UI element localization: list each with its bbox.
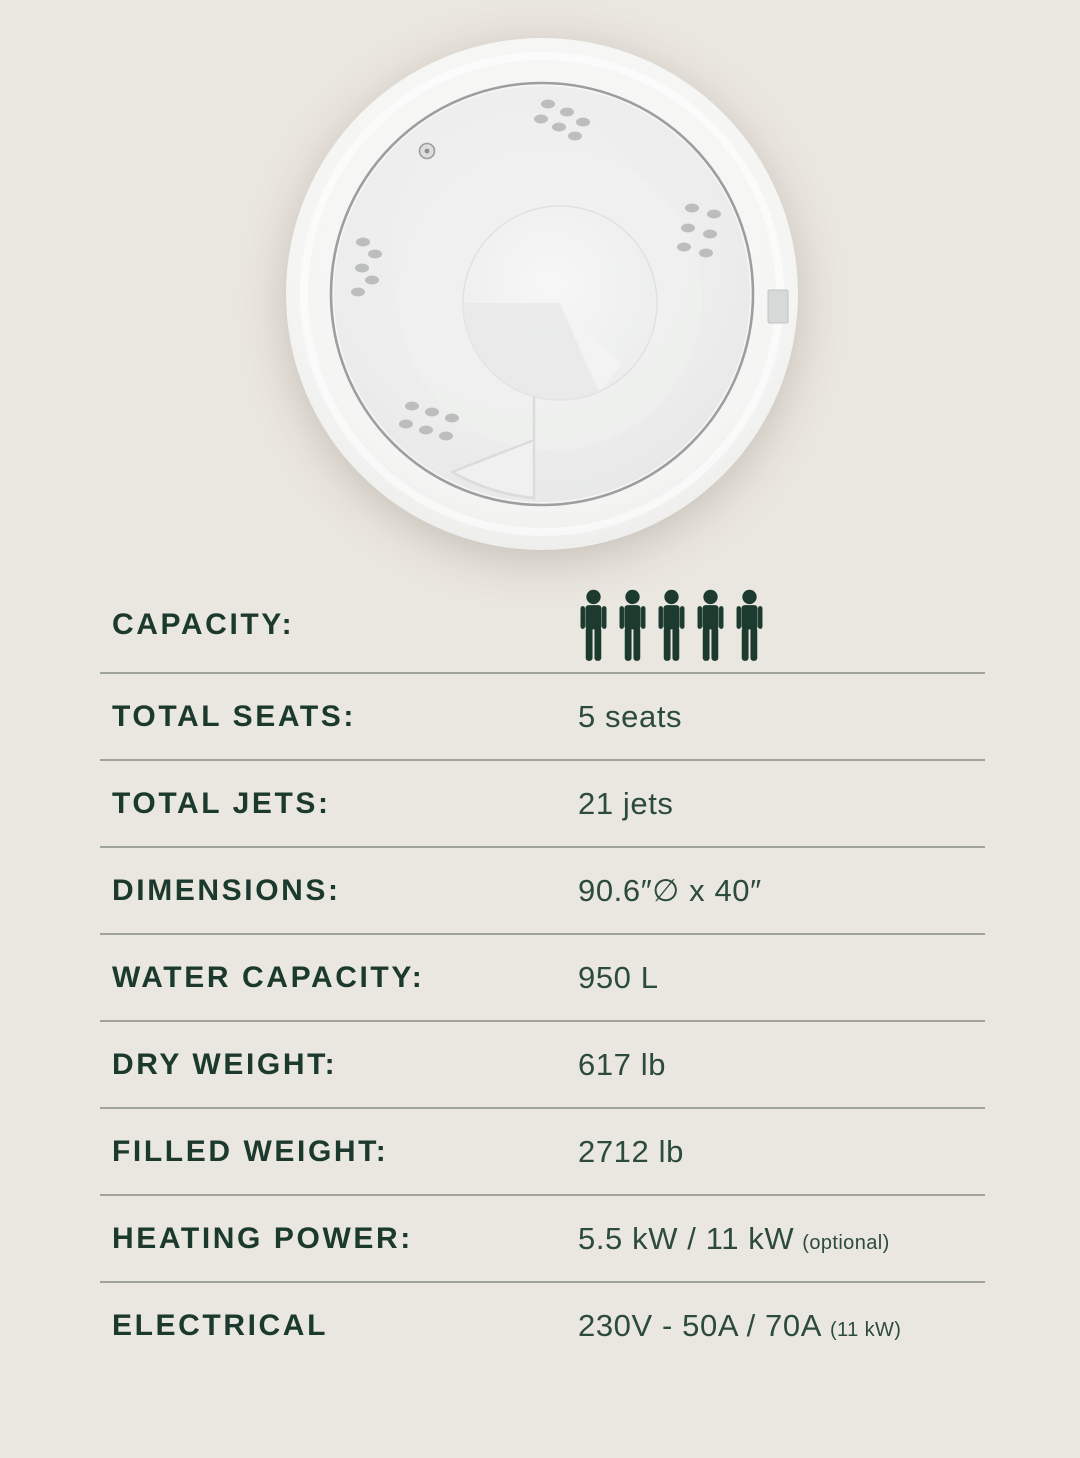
jet-cluster-top — [534, 99, 590, 141]
spec-value: 230V - 50A / 70A (11 kW) — [578, 1308, 901, 1344]
spec-row-capacity: CAPACITY: — [100, 577, 985, 672]
spec-label: DRY WEIGHT: — [112, 1047, 338, 1081]
spec-row-heating-power: HEATING POWER: 5.5 kW / 11 kW (optional) — [100, 1194, 985, 1281]
spec-row-dry-weight: DRY WEIGHT: 617 lb — [100, 1020, 985, 1107]
spec-value: 5.5 kW / 11 kW (optional) — [578, 1221, 890, 1257]
spec-row-water-capacity: WATER CAPACITY: 950 L — [100, 933, 985, 1020]
hot-tub-illustration — [286, 38, 798, 550]
spec-value: 90.6″∅ x 40″ — [578, 872, 762, 908]
waterline-ring — [329, 81, 755, 507]
spec-table: CAPACITY: — [100, 577, 985, 1368]
center-platform — [462, 205, 658, 401]
person-icon — [580, 589, 607, 661]
spec-value-note: (optional) — [802, 1231, 890, 1254]
jet-cluster-right — [677, 203, 721, 258]
spec-value-note: (11 kW) — [830, 1318, 902, 1341]
footwell-step — [450, 324, 536, 500]
spec-row-total-jets: TOTAL JETS: 21 jets — [100, 759, 985, 846]
platform-step-notch — [560, 303, 622, 391]
spec-value-main: 5.5 kW / 11 kW — [578, 1220, 795, 1256]
spec-label: DIMENSIONS: — [112, 873, 341, 907]
spec-label: ELECTRICAL — [112, 1308, 328, 1342]
spec-label: FILLED WEIGHT: — [112, 1134, 389, 1168]
person-icon — [736, 589, 763, 661]
spec-row-dimensions: DIMENSIONS: 90.6″∅ x 40″ — [100, 846, 985, 933]
spec-value: 950 L — [578, 959, 659, 995]
person-icon — [697, 589, 724, 661]
jet-cluster-left — [351, 237, 382, 297]
spec-label: HEATING POWER: — [112, 1221, 413, 1255]
spec-value: 21 jets — [578, 785, 674, 821]
spec-value: 5 seats — [578, 698, 683, 734]
jet-cluster-bottom-left — [399, 401, 459, 441]
person-icon — [658, 589, 685, 661]
spec-row-total-seats: TOTAL SEATS: 5 seats — [100, 672, 985, 759]
spec-value: 2712 lb — [578, 1133, 684, 1169]
spec-label: CAPACITY: — [112, 607, 295, 641]
jet-single-upper-left — [418, 142, 436, 160]
spec-label: TOTAL SEATS: — [112, 699, 356, 733]
person-icon — [619, 589, 646, 661]
spec-label: TOTAL JETS: — [112, 786, 331, 820]
product-image-hot-tub-top-view — [284, 36, 800, 552]
spec-value-main: 230V - 50A / 70A — [578, 1307, 822, 1343]
spec-value: 617 lb — [578, 1046, 667, 1082]
platform-shade-wedge — [463, 303, 598, 400]
control-panel — [767, 289, 789, 324]
capacity-person-icons — [578, 589, 765, 661]
spec-row-filled-weight: FILLED WEIGHT: 2712 lb — [100, 1107, 985, 1194]
spec-row-electrical: ELECTRICAL 230V - 50A / 70A (11 kW) — [100, 1281, 985, 1368]
spec-label: WATER CAPACITY: — [112, 960, 425, 994]
